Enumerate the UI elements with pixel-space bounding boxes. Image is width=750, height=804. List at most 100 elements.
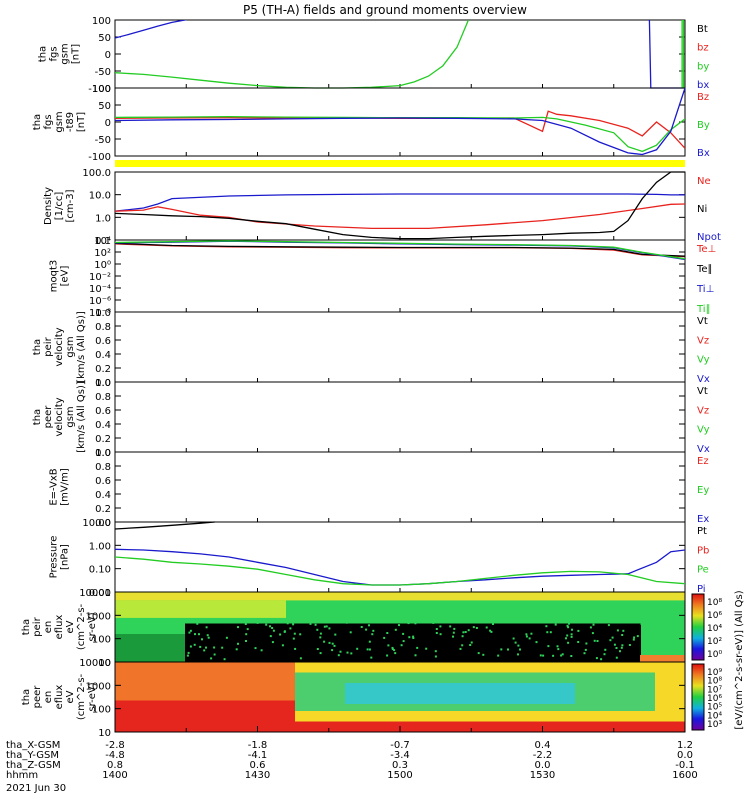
spec-speck (435, 650, 437, 652)
spec-speck (436, 632, 438, 634)
spec-speck (214, 654, 216, 656)
legend-entry: Pe (697, 565, 709, 576)
spec-speck (213, 647, 215, 649)
y-tick-label: 100 (92, 84, 111, 95)
spec-top-band (115, 592, 685, 600)
spec-speck (436, 628, 438, 630)
legend-entry: Te⊥ (696, 244, 716, 255)
y-tick-label: 0.2 (95, 434, 111, 445)
y-axis-label-line: moqt3 (49, 260, 60, 293)
spec-speck (653, 643, 655, 645)
colorbar-tick-label: 10⁶ (707, 611, 722, 621)
y-axis-label-line: tha (21, 619, 32, 635)
spec-speck (316, 629, 318, 631)
spec-speck (500, 648, 502, 650)
spec-speck (387, 644, 389, 646)
y-axis-label-line: [mV/m] (60, 468, 71, 506)
y-axis-label-line: gsm (65, 406, 76, 427)
spec-speck (652, 639, 654, 641)
spec-speck (596, 657, 598, 659)
y-axis-label: Density [1/cc] [cm-3] (43, 187, 76, 225)
spec-speck (328, 627, 330, 629)
spec-speck (652, 620, 654, 622)
spec-speck (525, 633, 527, 635)
spec-speck (194, 633, 196, 635)
y-tick-label: 1.0 (95, 448, 111, 459)
y-axis-label: moqt3 [eV] (49, 260, 71, 293)
spec-speck (224, 658, 226, 660)
colorbar-tick-label: 10⁰ (707, 650, 722, 660)
series-line (115, 522, 215, 529)
spec-speck (392, 648, 394, 650)
spec-speck (614, 644, 616, 646)
spec-speck (206, 626, 208, 628)
x-tick-label: 1530 (530, 770, 555, 781)
spec-speck (271, 627, 273, 629)
spec-speck (478, 652, 480, 654)
legend-entry: bz (697, 43, 709, 54)
spec-speck (571, 629, 573, 631)
spec-speck (515, 642, 517, 644)
spec-speck (350, 631, 352, 633)
spec-speck (401, 644, 403, 646)
y-axis-label-line: [nT] (76, 112, 87, 132)
spec-speck (334, 645, 336, 647)
spec-speck (315, 624, 317, 626)
spec-speck (597, 640, 599, 642)
legend-entry: Pb (697, 545, 709, 556)
spec-speck (196, 620, 198, 622)
spec-speck (621, 647, 623, 649)
spec-speck (350, 652, 352, 654)
y-axis-label-line: sr-eV) (87, 682, 98, 711)
spec-speck (592, 632, 594, 634)
spec-speck (188, 652, 190, 654)
spec-speck (462, 631, 464, 633)
spec-speck (331, 649, 333, 651)
y-axis-label-line: peer (32, 685, 43, 709)
y-axis-label-line: (cm^2-s- (76, 673, 87, 720)
spec-speck (655, 640, 657, 642)
series-line (115, 194, 685, 211)
y-tick-label: 1.0 (95, 378, 111, 389)
legend-entry: Ni (697, 204, 707, 215)
spec-speck (593, 624, 595, 626)
y-tick-label: 50 (98, 33, 111, 44)
y-axis-label-line: [nPa] (60, 544, 71, 570)
spec-speck (471, 642, 473, 644)
spec-speck (486, 627, 488, 629)
y-axis-label-line: [km/s (All Qs)] (76, 311, 87, 383)
y-axis-label-line: gsm (54, 111, 65, 132)
spec-speck (557, 645, 559, 647)
spec-speck (221, 647, 223, 649)
spec-speck (272, 641, 274, 643)
spec-speck (261, 649, 263, 651)
spec-speck (320, 633, 322, 635)
spec-speck (447, 621, 449, 623)
spec-speck (439, 625, 441, 627)
y-tick-label: 1.0 (95, 213, 111, 224)
spec-speck (414, 622, 416, 624)
spec-speck (198, 633, 200, 635)
y-tick-label: 1.0 (95, 308, 111, 319)
panel-7: 1.00.80.60.40.20.0E=-VxB [mV/m]EzEyEx (49, 448, 710, 529)
spec-speck (584, 652, 586, 654)
spec-speck (435, 656, 437, 658)
spec-speck (326, 625, 328, 627)
spec-speck (332, 643, 334, 645)
spec-speck (585, 649, 587, 651)
y-axis-label: tha peer velocity gsm [km/s (All Qs)] (32, 381, 87, 453)
spec-speck (190, 630, 192, 632)
colorbar-electron (692, 664, 704, 730)
series-line (115, 549, 685, 585)
series-line (115, 20, 186, 38)
spec-speck (476, 627, 478, 629)
series-line (115, 557, 685, 585)
y-axis-label-line: [cm-3] (65, 189, 76, 222)
legend-entry: Te∥ (696, 264, 713, 275)
spec-speck (370, 657, 372, 659)
spec-speck (529, 637, 531, 639)
spec-speck (612, 637, 614, 639)
legend-entry: Pt (697, 526, 707, 537)
legend-entry: Bz (697, 92, 709, 103)
